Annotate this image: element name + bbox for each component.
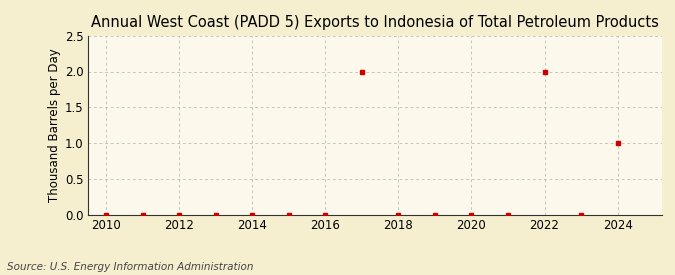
Text: Source: U.S. Energy Information Administration: Source: U.S. Energy Information Administ… — [7, 262, 253, 272]
Title: Annual West Coast (PADD 5) Exports to Indonesia of Total Petroleum Products: Annual West Coast (PADD 5) Exports to In… — [90, 15, 659, 31]
Y-axis label: Thousand Barrels per Day: Thousand Barrels per Day — [48, 48, 61, 202]
